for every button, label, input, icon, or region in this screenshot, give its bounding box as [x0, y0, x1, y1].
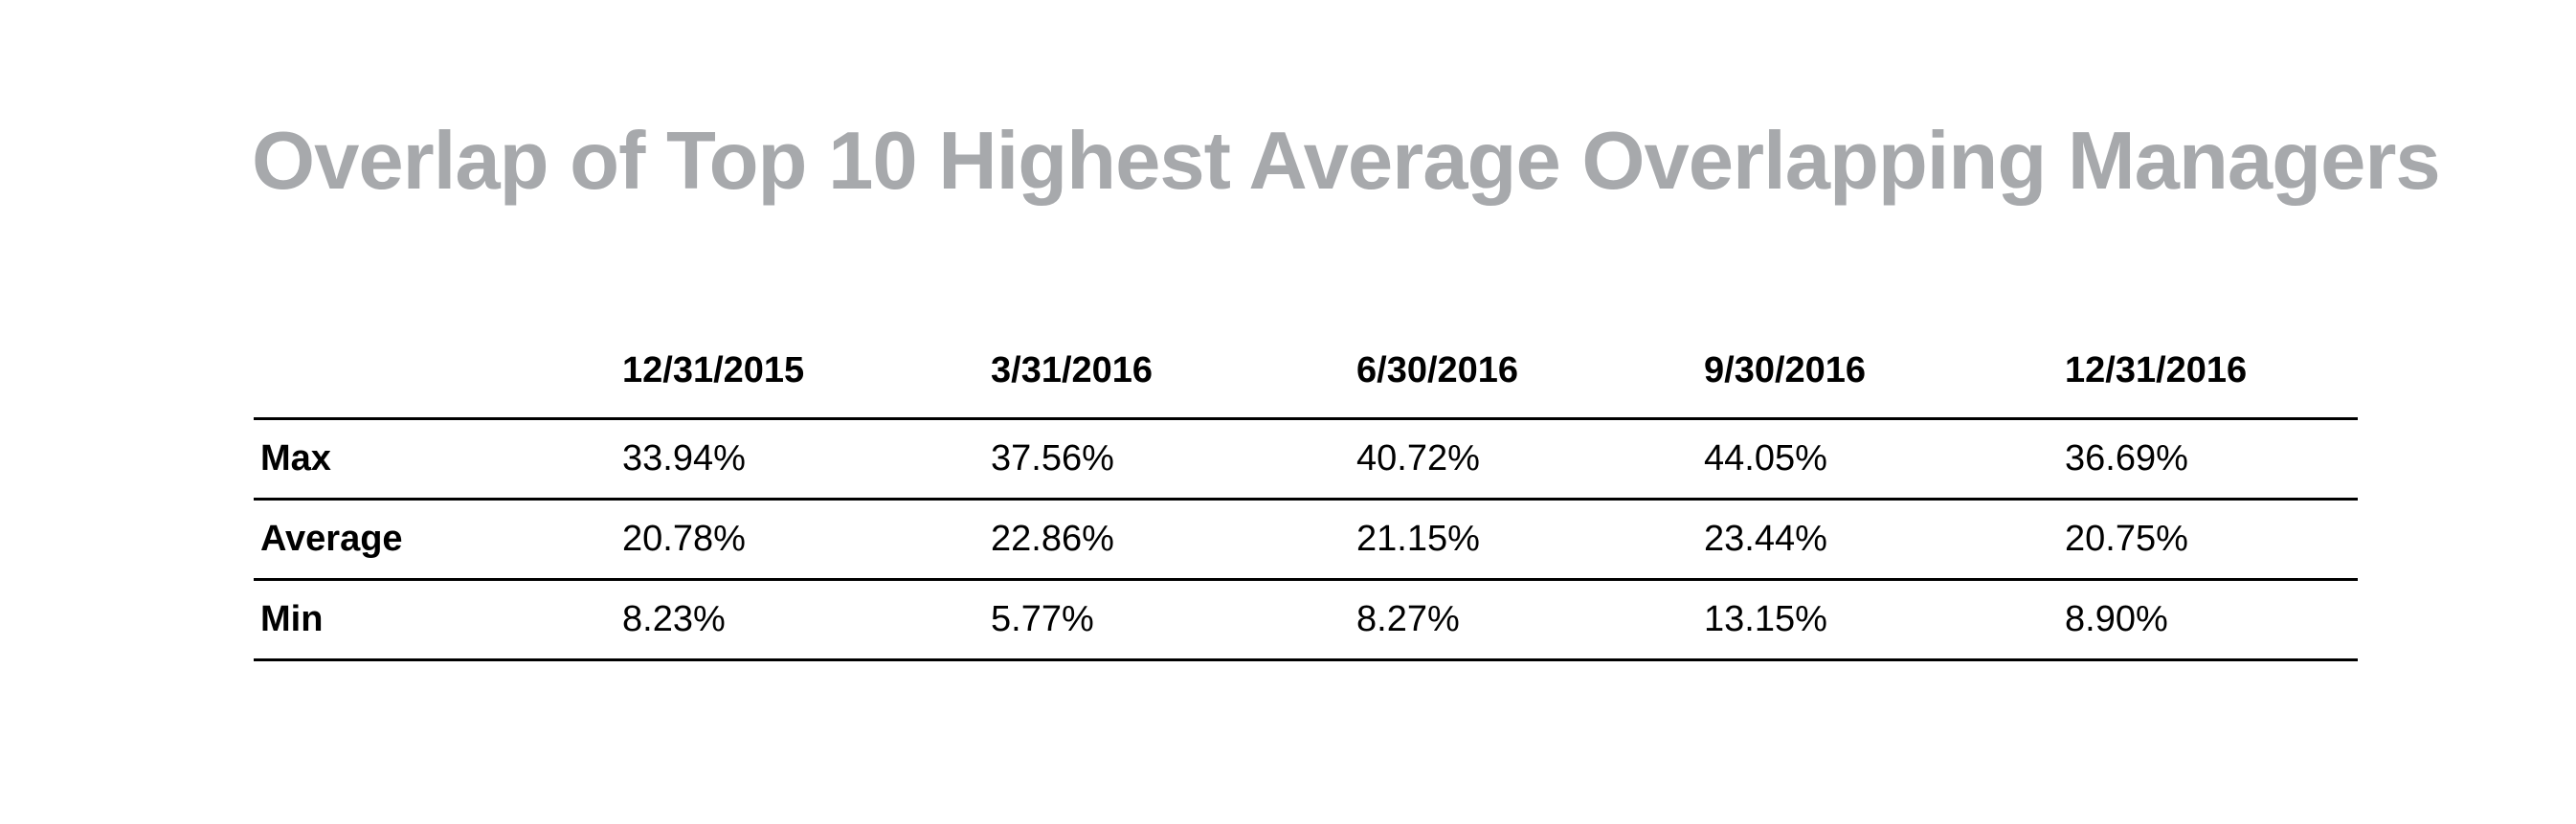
table-row-max: Max 33.94% 37.56% 40.72% 44.05% 36.69% — [254, 418, 2358, 501]
table-row-average: Average 20.78% 22.86% 21.15% 23.44% 20.7… — [254, 499, 2358, 581]
cell-max-9-30-2016: 44.05% — [1704, 418, 2065, 501]
table-header-row: 12/31/2015 3/31/2016 6/30/2016 9/30/2016… — [254, 325, 2358, 420]
cell-average-3-31-2016: 22.86% — [991, 499, 1356, 581]
row-label-max: Max — [254, 418, 622, 501]
cell-max-6-30-2016: 40.72% — [1356, 418, 1704, 501]
column-header-blank — [254, 325, 622, 420]
table-row-min: Min 8.23% 5.77% 8.27% 13.15% 8.90% — [254, 579, 2358, 661]
overlap-table-container: 12/31/2015 3/31/2016 6/30/2016 9/30/2016… — [254, 325, 2358, 661]
cell-min-3-31-2016: 5.77% — [991, 579, 1356, 661]
page-title: Overlap of Top 10 Highest Average Overla… — [252, 116, 2441, 207]
column-header-9-30-2016: 9/30/2016 — [1704, 325, 2065, 420]
column-header-3-31-2016: 3/31/2016 — [991, 325, 1356, 420]
overlap-table: 12/31/2015 3/31/2016 6/30/2016 9/30/2016… — [254, 325, 2358, 661]
row-label-min: Min — [254, 579, 622, 661]
cell-average-12-31-2016: 20.75% — [2065, 499, 2358, 581]
cell-average-6-30-2016: 21.15% — [1356, 499, 1704, 581]
cell-max-12-31-2015: 33.94% — [622, 418, 991, 501]
cell-average-12-31-2015: 20.78% — [622, 499, 991, 581]
row-label-average: Average — [254, 499, 622, 581]
cell-average-9-30-2016: 23.44% — [1704, 499, 2065, 581]
cell-min-6-30-2016: 8.27% — [1356, 579, 1704, 661]
column-header-12-31-2015: 12/31/2015 — [622, 325, 991, 420]
cell-max-3-31-2016: 37.56% — [991, 418, 1356, 501]
cell-min-12-31-2015: 8.23% — [622, 579, 991, 661]
cell-min-12-31-2016: 8.90% — [2065, 579, 2358, 661]
cell-max-12-31-2016: 36.69% — [2065, 418, 2358, 501]
column-header-12-31-2016: 12/31/2016 — [2065, 325, 2358, 420]
cell-min-9-30-2016: 13.15% — [1704, 579, 2065, 661]
column-header-6-30-2016: 6/30/2016 — [1356, 325, 1704, 420]
